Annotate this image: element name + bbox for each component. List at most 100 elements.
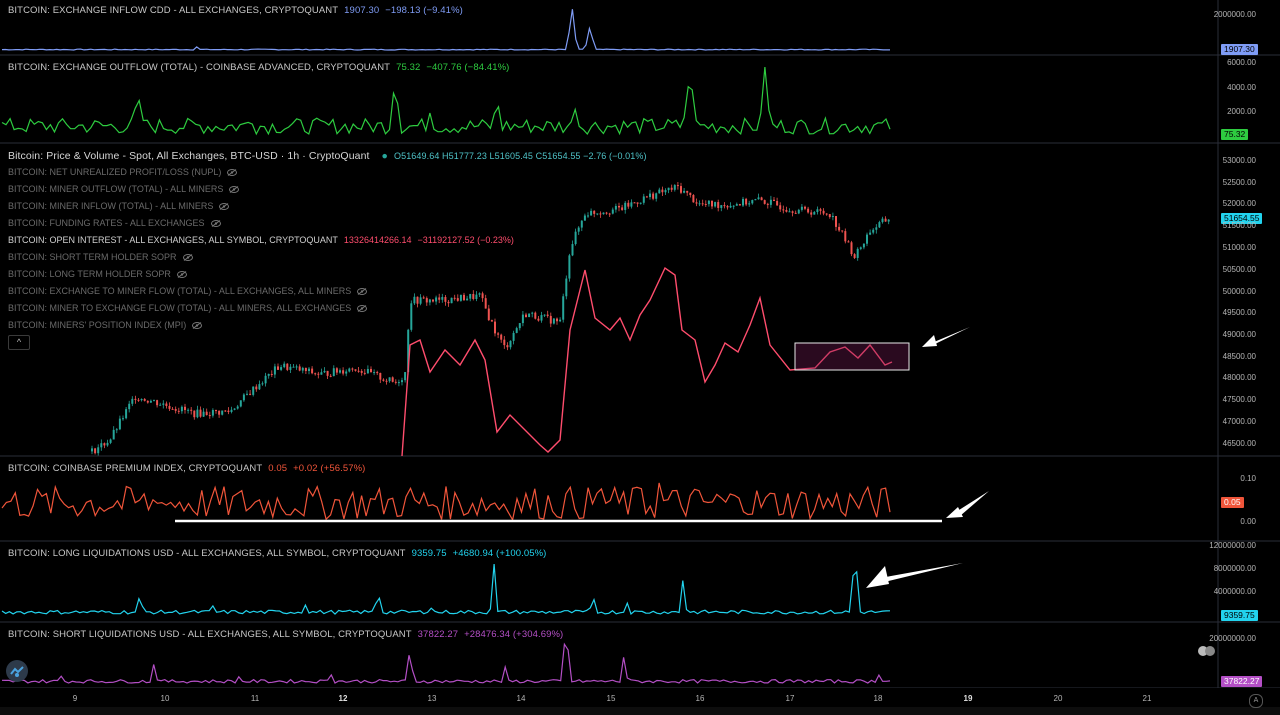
candle-body	[146, 400, 149, 403]
candle-body	[233, 408, 236, 410]
candle-body	[320, 372, 323, 375]
candle-body	[689, 192, 692, 196]
candle-body	[686, 190, 689, 193]
candle-body	[379, 373, 382, 380]
candle-body	[357, 370, 360, 372]
candle-body	[611, 209, 614, 214]
candle-body	[717, 202, 720, 208]
indicator-legend-item[interactable]: BITCOIN: MINER TO EXCHANGE FLOW (TOTAL) …	[8, 303, 368, 313]
price-tag: 51654.55	[1221, 213, 1263, 224]
candle-body	[196, 409, 199, 418]
candle-body	[692, 195, 695, 203]
candle-body	[729, 205, 732, 208]
candle-body	[487, 308, 490, 321]
x-axis-tick-label: 19	[963, 694, 973, 703]
candle-body	[664, 190, 667, 193]
hidden-eye-icon[interactable]	[192, 322, 203, 330]
candle-body	[639, 202, 642, 204]
indicator-change: −31192127.52 (−0.23%)	[417, 235, 514, 245]
candle-body	[118, 418, 121, 430]
collapse-legend-button[interactable]: ^	[8, 335, 30, 350]
candle-body	[788, 211, 791, 213]
candle-body	[122, 418, 124, 420]
indicator-legend-item[interactable]: BITCOIN: MINERS' POSITION INDEX (MPI)	[8, 320, 203, 330]
candle-body	[199, 409, 202, 417]
candle-body	[676, 185, 679, 187]
candle-body	[103, 443, 106, 446]
tradingview-logo-icon[interactable]	[6, 660, 28, 682]
candle-body	[292, 366, 295, 368]
indicator-legend-item[interactable]: BITCOIN: MINER OUTFLOW (TOTAL) - ALL MIN…	[8, 184, 240, 194]
candle-body	[763, 200, 766, 204]
y-axis-tick-label: 48000.00	[1222, 373, 1256, 382]
candle-body	[100, 443, 103, 448]
long-liq-title: BITCOIN: LONG LIQUIDATIONS USD - ALL EXC…	[8, 548, 547, 559]
candle-body	[162, 403, 165, 405]
candle-body	[872, 229, 875, 233]
candle-body	[91, 448, 93, 452]
candle-body	[360, 370, 363, 373]
outflow-price-tag: 75.32	[1221, 129, 1249, 140]
candle-body	[791, 211, 794, 213]
hidden-eye-icon[interactable]	[182, 254, 193, 262]
candle-body	[441, 297, 444, 300]
price-title: Bitcoin: Price & Volume - Spot, All Exch…	[8, 150, 647, 162]
indicator-label: BITCOIN: NET UNREALIZED PROFIT/LOSS (NUP…	[8, 167, 222, 177]
short-liq-line	[1, 642, 891, 684]
y-axis-tick-label: 50000.00	[1222, 287, 1256, 296]
candle-body	[602, 212, 605, 215]
inflow-cdd-title: BITCOIN: EXCHANGE INFLOW CDD - ALL EXCHA…	[8, 5, 463, 16]
candle-body	[735, 204, 738, 206]
short-liq-price-tag: 37822.27	[1221, 676, 1263, 687]
y-axis-tick-label: 4000.00	[1227, 83, 1256, 92]
candle-body	[726, 206, 729, 208]
candle-body	[156, 400, 159, 406]
indicator-legend-item[interactable]: BITCOIN: FUNDING RATES - ALL EXCHANGES	[8, 218, 221, 228]
candle-body	[621, 207, 624, 210]
hidden-eye-icon[interactable]	[357, 288, 368, 296]
candle-body	[618, 205, 620, 208]
x-axis-tick-label: 13	[427, 694, 437, 703]
indicator-legend-item[interactable]: BITCOIN: LONG TERM HOLDER SOPR	[8, 269, 187, 279]
candle-body	[140, 398, 143, 401]
candle-body	[283, 363, 286, 368]
candle-body	[385, 380, 388, 382]
bottom-bar	[0, 707, 1280, 715]
indicator-legend-item[interactable]: BITCOIN: EXCHANGE TO MINER FLOW (TOTAL) …	[8, 286, 368, 296]
candle-body	[856, 248, 859, 258]
candle-body	[701, 203, 704, 205]
indicator-legend-item[interactable]: BITCOIN: MINER INFLOW (TOTAL) - ALL MINE…	[8, 201, 230, 211]
hidden-eye-icon[interactable]	[219, 203, 230, 211]
premium-price-tag: 0.05	[1221, 497, 1244, 508]
candle-body	[295, 366, 298, 368]
x-axis-tick-label: 12	[338, 694, 348, 703]
candle-body	[484, 298, 487, 309]
long-liq-arrow	[868, 563, 963, 586]
candle-body	[438, 297, 441, 300]
indicator-legend-item[interactable]: BITCOIN: NET UNREALIZED PROFIT/LOSS (NUP…	[8, 167, 238, 177]
candle-body	[577, 227, 580, 232]
hidden-eye-icon[interactable]	[227, 169, 238, 177]
candle-body	[273, 366, 276, 375]
candle-body	[242, 394, 245, 401]
candle-body	[215, 410, 217, 412]
hidden-eye-icon[interactable]	[210, 220, 221, 228]
candle-body	[373, 372, 376, 374]
hidden-eye-icon[interactable]	[357, 305, 368, 313]
candle-body	[866, 234, 868, 244]
candle-body	[444, 297, 447, 302]
candle-body	[177, 410, 180, 412]
auto-scale-button[interactable]: A	[1249, 694, 1263, 708]
candle-body	[652, 193, 655, 199]
indicator-legend-item[interactable]: BITCOIN: SHORT TERM HOLDER SOPR	[8, 252, 193, 262]
candle-body	[804, 206, 806, 209]
candle-body	[497, 333, 500, 335]
candle-body	[683, 190, 686, 193]
hidden-eye-icon[interactable]	[176, 271, 187, 279]
indicator-label: BITCOIN: LONG TERM HOLDER SOPR	[8, 269, 171, 279]
candle-body	[252, 386, 255, 395]
candle-body	[428, 299, 431, 303]
hidden-eye-icon[interactable]	[229, 186, 240, 194]
indicator-legend-item[interactable]: BITCOIN: OPEN INTEREST - ALL EXCHANGES, …	[8, 235, 514, 245]
